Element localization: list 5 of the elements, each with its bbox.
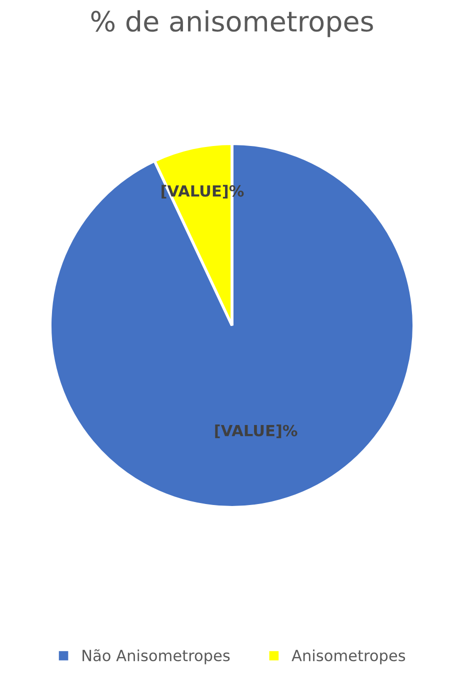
legend-label: Não Anisometropes [82,649,230,664]
chart-title: % de anisometropes [91,10,373,38]
pie-slice [48,142,416,509]
legend-label: Anisometropes [292,649,406,664]
data-label: [VALUE]% [215,424,298,438]
